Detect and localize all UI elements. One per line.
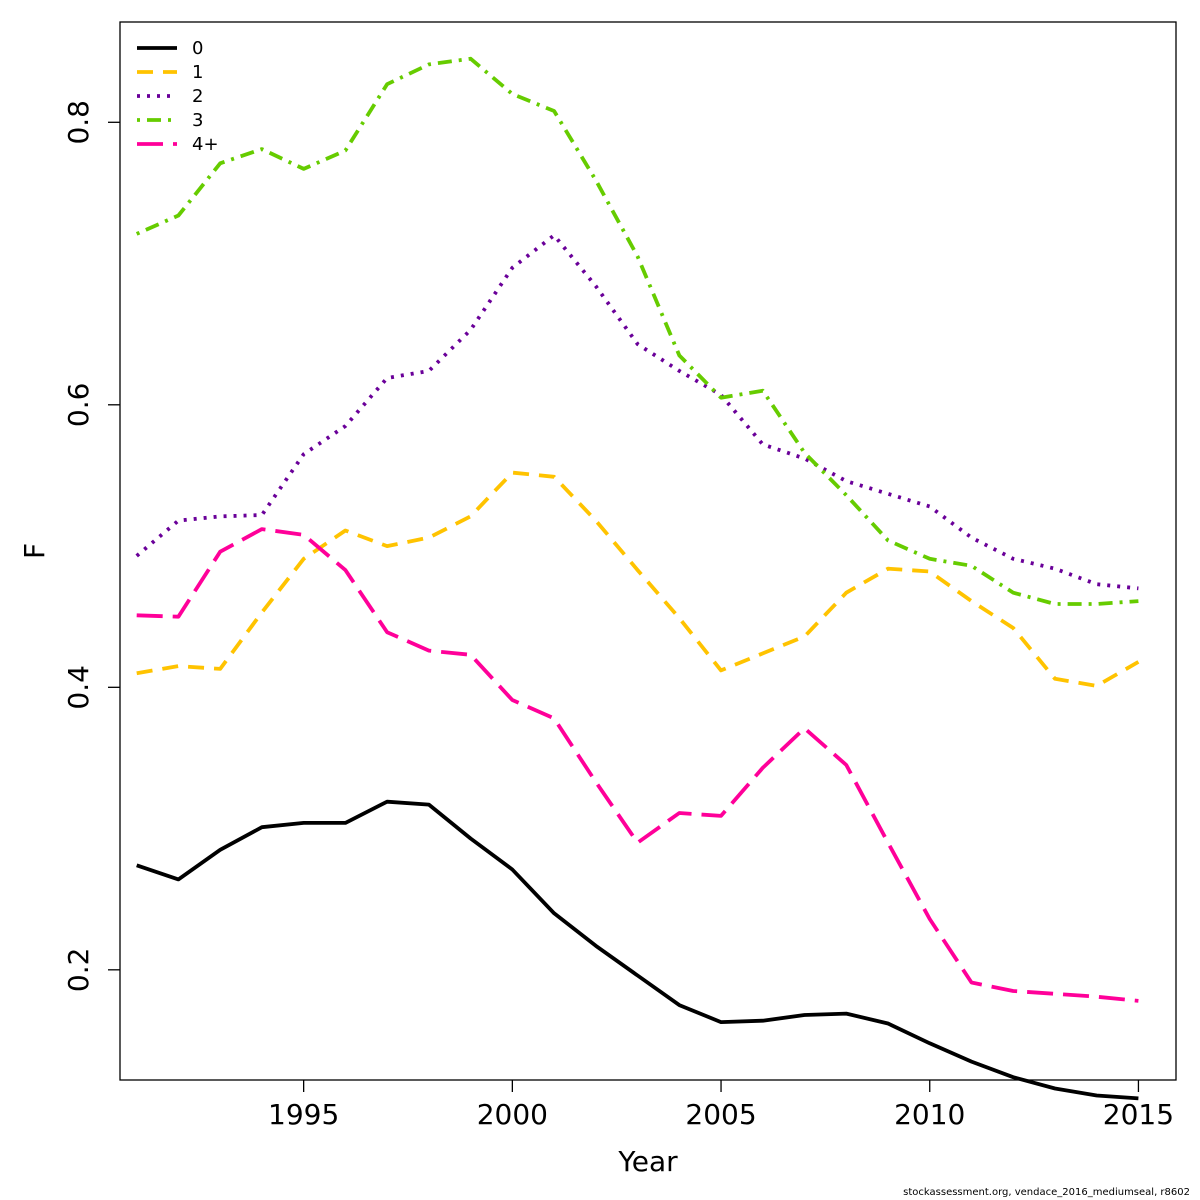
series-layer [135, 56, 1140, 1101]
y-axis-title: F [18, 543, 51, 559]
y-tick-label: 0.2 [62, 948, 95, 993]
series-line-1 [136, 470, 1140, 688]
series-line-4plus [136, 527, 1139, 1003]
x-axis: 1995 2000 2005 2010 2015 [268, 1080, 1174, 1131]
y-tick-label: 0.8 [62, 100, 95, 145]
y-tick-label: 0.4 [62, 665, 95, 710]
x-tick-label: 2010 [894, 1098, 965, 1131]
series-line-0 [136, 799, 1139, 1101]
y-axis: 0.2 0.4 0.6 0.8 [62, 100, 120, 992]
legend: 0 1 2 3 4+ [137, 38, 219, 155]
legend-label: 0 [192, 38, 203, 59]
x-tick-label: 2015 [1103, 1098, 1174, 1131]
series-line-3 [135, 56, 1139, 606]
x-tick-label: 2000 [477, 1098, 548, 1131]
credit-text: stockassessment.org, vendace_2016_medium… [903, 1187, 1190, 1198]
x-tick-label: 1995 [268, 1098, 339, 1131]
legend-label: 2 [192, 86, 203, 107]
x-axis-title: Year [617, 1145, 678, 1178]
legend-label: 3 [192, 110, 203, 131]
legend-label: 4+ [192, 134, 219, 155]
series-line-2 [135, 233, 1139, 591]
plot-frame [119, 21, 1177, 1081]
legend-label: 1 [192, 62, 203, 83]
x-tick-label: 2005 [685, 1098, 756, 1131]
y-tick-label: 0.6 [62, 383, 95, 428]
